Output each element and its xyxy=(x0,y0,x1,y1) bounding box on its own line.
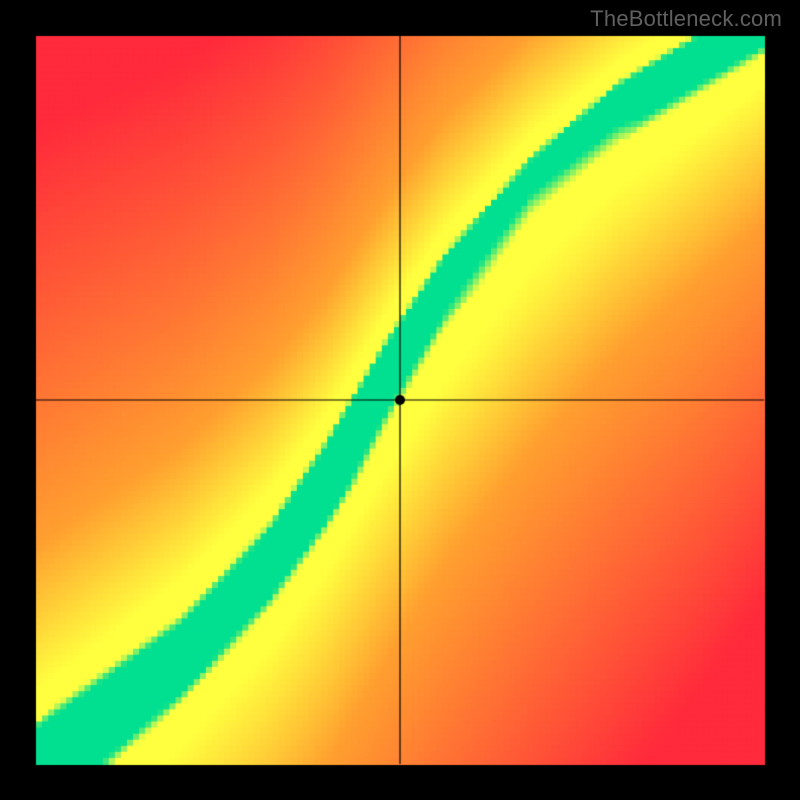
chart-container: TheBottleneck.com xyxy=(0,0,800,800)
bottleneck-heatmap xyxy=(0,0,800,800)
watermark-text: TheBottleneck.com xyxy=(590,6,782,32)
